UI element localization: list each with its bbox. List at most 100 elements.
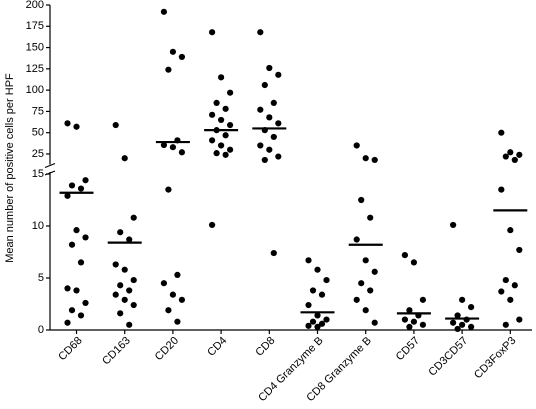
dot — [410, 259, 418, 266]
dot — [406, 307, 413, 314]
dot — [165, 66, 172, 73]
dot — [257, 106, 264, 113]
dot — [507, 296, 514, 303]
dot — [77, 259, 85, 266]
dot — [126, 236, 133, 243]
dot — [305, 322, 312, 329]
x-tick-label: CD20 — [153, 335, 181, 363]
dot — [371, 319, 378, 326]
x-tick-label: CD4 — [205, 335, 229, 359]
dot — [275, 71, 282, 78]
dot — [309, 318, 317, 325]
dot — [160, 280, 168, 287]
x-tick-label: CD163 — [100, 335, 133, 368]
dot — [353, 142, 360, 149]
y-tick-label: 5 — [38, 272, 44, 284]
y-tick-label: 150 — [26, 41, 44, 53]
y-tick-label: 200 — [26, 0, 44, 11]
dot — [165, 307, 172, 314]
y-tick-label: 50 — [32, 127, 44, 139]
dot — [323, 316, 330, 323]
dot — [218, 116, 225, 124]
dot — [68, 182, 76, 189]
dot — [261, 81, 268, 89]
dot — [130, 301, 137, 309]
dot — [406, 323, 413, 330]
dot — [450, 319, 457, 326]
dot — [419, 321, 427, 328]
dot — [64, 120, 71, 127]
dot — [213, 150, 220, 157]
dot — [367, 214, 374, 221]
dot — [160, 8, 168, 15]
dot — [507, 227, 514, 234]
dot — [516, 316, 523, 323]
dot — [117, 310, 124, 317]
dot — [275, 153, 282, 160]
dot — [222, 132, 229, 139]
dot — [362, 155, 369, 162]
dot — [218, 142, 225, 149]
dot — [77, 312, 85, 319]
dot — [73, 123, 80, 130]
dot — [401, 252, 409, 259]
dot — [305, 257, 312, 264]
dot — [309, 287, 317, 294]
x-tick-label: CD68 — [56, 335, 84, 363]
dot — [209, 221, 216, 229]
dot — [353, 296, 360, 303]
dot — [73, 287, 80, 294]
dot — [68, 241, 76, 248]
dot — [121, 155, 128, 162]
dot — [68, 307, 76, 314]
dot — [270, 133, 277, 141]
axis-break — [44, 162, 56, 169]
y-tick-label: 125 — [26, 63, 44, 75]
dot — [64, 192, 71, 199]
y-tick-label: 15 — [32, 168, 44, 180]
dot — [401, 316, 409, 323]
dot — [502, 276, 509, 284]
dot — [209, 29, 216, 36]
dot — [266, 114, 273, 121]
dot — [498, 186, 505, 193]
dot — [371, 156, 378, 164]
dot — [362, 257, 369, 264]
dot — [82, 299, 89, 307]
dot — [507, 149, 514, 156]
dot — [419, 296, 427, 303]
dot — [112, 261, 119, 268]
dot — [314, 266, 321, 273]
dot — [77, 185, 85, 192]
dot — [227, 121, 234, 129]
dot — [266, 146, 273, 153]
dot — [305, 301, 312, 309]
dot — [222, 151, 229, 158]
dot — [511, 282, 518, 289]
dot — [257, 142, 264, 149]
y-tick-label: 75 — [32, 105, 44, 117]
x-tick-label: CD8 — [253, 335, 277, 359]
dot — [318, 320, 326, 327]
dot — [117, 229, 124, 236]
dot — [459, 321, 466, 328]
dot — [222, 105, 229, 112]
x-tick-label: CD57 — [394, 335, 422, 363]
dot — [450, 221, 457, 229]
dot — [165, 186, 172, 193]
dot — [371, 268, 378, 275]
dot — [502, 321, 509, 328]
dot — [178, 296, 186, 303]
dot — [275, 120, 282, 127]
dot — [323, 276, 330, 284]
y-tick-label: 100 — [26, 84, 44, 96]
dot — [209, 111, 216, 118]
dot — [169, 291, 177, 298]
dot — [169, 144, 177, 151]
dot — [169, 48, 177, 55]
dot — [160, 141, 168, 149]
dot — [502, 153, 509, 160]
dot — [82, 234, 89, 241]
dot — [126, 321, 133, 328]
x-tick-label: CD3FoxP3 — [472, 335, 519, 382]
